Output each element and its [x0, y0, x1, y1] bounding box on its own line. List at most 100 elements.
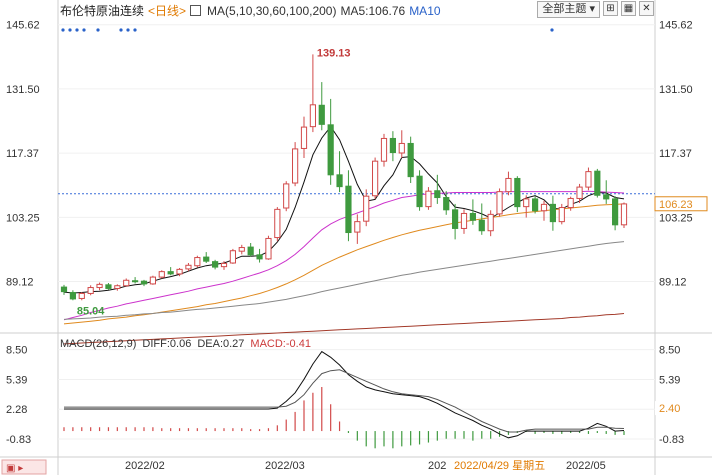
ma10-label: MA10	[409, 3, 441, 18]
candle-body	[309, 104, 316, 128]
candle-body	[452, 209, 459, 229]
candle-body	[167, 271, 174, 275]
candle-body	[514, 177, 521, 208]
candle-body	[345, 185, 352, 234]
candle-body	[336, 174, 343, 188]
candle-body	[532, 198, 539, 212]
price-tick-left: 103.25	[6, 212, 40, 224]
ma-line-ma200	[63, 313, 625, 345]
price-tick-left: 131.50	[6, 84, 40, 96]
ma5-value: MA5:106.76	[340, 3, 406, 18]
candle-body	[327, 124, 334, 176]
signal-marker	[96, 28, 100, 32]
close-icon[interactable]: ✕	[639, 1, 654, 16]
signal-marker	[61, 28, 65, 32]
candle-body	[398, 142, 405, 154]
corner-tag	[1, 459, 47, 475]
candle-body	[585, 171, 592, 188]
candle-body	[247, 246, 254, 256]
candle-body	[69, 292, 76, 300]
candle-body	[460, 212, 468, 229]
macd-params: MACD(26,12,9)	[60, 338, 137, 350]
candle-body	[407, 142, 414, 178]
candle-body	[372, 160, 379, 197]
instrument-title: 布伦特原油连续	[60, 4, 145, 18]
candle-body	[220, 262, 228, 268]
candle-body	[265, 237, 272, 260]
macd-tick-left: 2.28	[6, 404, 27, 416]
price-tick-right: 145.62	[659, 20, 693, 32]
candle-body	[292, 148, 299, 184]
candle-body	[149, 276, 156, 285]
signal-marker	[119, 28, 123, 32]
candle-body	[96, 283, 103, 289]
candle-body	[469, 212, 476, 221]
grid-icon[interactable]: ▦	[621, 1, 636, 16]
macd-current-value: 2.40	[659, 403, 680, 415]
candle-body	[478, 219, 485, 232]
macd-tick-right: 5.39	[659, 374, 680, 386]
price-tick-left: 145.62	[6, 20, 40, 32]
candle-body	[389, 137, 396, 154]
candle-body	[496, 191, 503, 215]
candle-body	[425, 190, 432, 208]
ma-line-ma30	[63, 190, 625, 321]
candle-body	[540, 203, 548, 212]
signal-marker	[68, 28, 72, 32]
candle-body	[620, 203, 628, 226]
ma-toggle-icon[interactable]	[190, 5, 202, 16]
corner-tag-icon: ▣ ▸	[6, 463, 23, 474]
candle-body	[60, 286, 68, 293]
macd-header: MACD(26,12,9) DIFF:0.06 DEA:0.27 MACD:-0…	[60, 338, 311, 350]
candle-body	[603, 194, 610, 200]
candle-body	[594, 170, 601, 196]
candle-body	[487, 213, 494, 232]
signal-marker	[82, 28, 86, 32]
chart-toolbar: 全部主题 ▾ ⊞ ▦ ✕	[537, 1, 654, 18]
date-tick: 2022/03	[265, 460, 305, 472]
ma-line-ma60	[63, 203, 625, 325]
candle-body	[558, 207, 565, 223]
signal-marker	[75, 28, 79, 32]
high-annotation: 139.13	[317, 47, 351, 59]
candle-body	[443, 197, 450, 211]
date-tick: 2022/05	[566, 460, 606, 472]
macd-line-dea	[64, 369, 625, 433]
period-selector[interactable]: <日线>	[148, 4, 187, 18]
current-price-tag	[654, 196, 708, 212]
candle-body	[505, 177, 512, 193]
low-annotation: 85.04	[77, 305, 105, 317]
candle-body	[132, 280, 139, 283]
macd-line-diff	[64, 350, 625, 439]
price-tick-right: 89.12	[659, 277, 687, 289]
macd-tick-left: 5.39	[6, 374, 27, 386]
candle-body	[256, 254, 263, 260]
chart-header: 布伦特原油连续 <日线> MA(5,10,30,60,100,200) MA5:…	[60, 2, 441, 19]
candle-body	[549, 203, 556, 223]
candle-body	[185, 264, 192, 270]
date-tick: 2022/02	[125, 460, 165, 472]
macd-diff: DIFF:0.06	[142, 338, 192, 350]
date-tick: 202	[428, 460, 446, 472]
candle-body	[363, 195, 370, 222]
candle-body	[123, 279, 130, 287]
theme-select-label: 全部主题	[542, 3, 587, 15]
price-tick-left: 89.12	[6, 277, 34, 289]
signal-marker	[133, 28, 137, 32]
macd-tick-right: -0.83	[659, 434, 684, 446]
ma-line-ma100	[63, 241, 625, 320]
candle-body	[318, 104, 325, 125]
price-tick-left: 117.37	[6, 148, 39, 160]
candle-body	[194, 257, 201, 267]
ma-params: MA(5,10,30,60,100,200)	[207, 3, 337, 18]
candle-body	[203, 256, 210, 262]
macd-value: MACD:-0.41	[250, 338, 311, 350]
signal-marker	[126, 28, 130, 32]
expand-icon[interactable]: ⊞	[603, 1, 618, 16]
theme-select[interactable]: 全部主题 ▾	[537, 1, 600, 18]
candle-body	[300, 126, 308, 149]
candle-body	[176, 268, 183, 275]
candle-body	[238, 247, 245, 252]
candle-body	[87, 287, 94, 294]
